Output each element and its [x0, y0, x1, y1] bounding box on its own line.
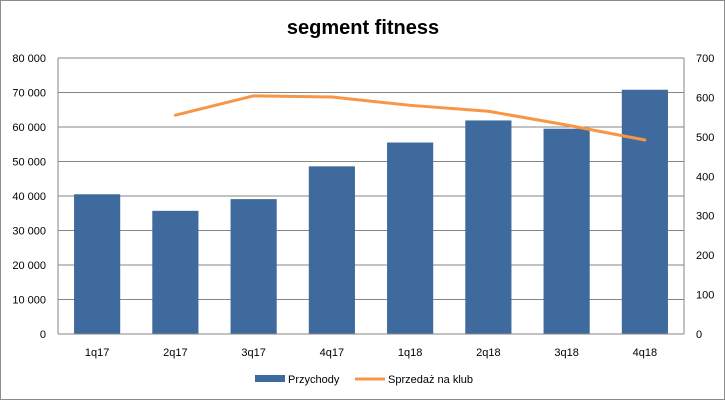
x-tick-label: 3q17: [241, 347, 265, 359]
y-right-tick-label: 400: [696, 171, 714, 183]
y-right-tick-label: 600: [696, 92, 714, 104]
y-left-tick-label: 60 000: [12, 122, 46, 134]
bar-1q17: [74, 194, 120, 334]
y-right-tick-label: 0: [696, 329, 702, 341]
bar-2q17: [152, 211, 198, 334]
y-left-tick-label: 10 000: [12, 295, 46, 307]
bar-3q17: [231, 199, 277, 334]
legend: Przychody Sprzedaż na klub: [255, 374, 473, 386]
y-right-tick-label: 500: [696, 132, 714, 144]
y-right-tick-label: 700: [696, 53, 714, 65]
x-tick-label: 2q17: [163, 347, 187, 359]
bar-4q17: [309, 166, 355, 334]
bar-1q18: [387, 143, 433, 334]
y-left-tick-label: 80 000: [12, 53, 46, 65]
y-left-tick-label: 50 000: [12, 157, 46, 169]
x-tick-label: 1q18: [398, 347, 422, 359]
legend-swatch-przychody: [255, 375, 285, 382]
y-right-tick-label: 200: [696, 250, 714, 262]
y-left-tick-label: 20 000: [12, 260, 46, 272]
gridlines: [58, 58, 684, 300]
y-left-tick-label: 70 000: [12, 88, 46, 100]
x-tick-label: 4q18: [633, 347, 657, 359]
y-left-tick-label: 30 000: [12, 226, 46, 238]
legend-label-przychody: Przychody: [288, 374, 340, 386]
chart-title: segment fitness: [287, 17, 439, 39]
y-left-tick-label: 0: [40, 329, 46, 341]
y-right-tick-label: 300: [696, 211, 714, 223]
x-tick-label: 1q17: [85, 347, 109, 359]
x-tick-label: 3q18: [554, 347, 578, 359]
bar-4q18: [622, 90, 668, 334]
y-left-tick-label: 40 000: [12, 191, 46, 203]
x-tick-label: 2q18: [476, 347, 500, 359]
bar-2q18: [465, 120, 511, 334]
legend-label-sprzedaz-na-klub: Sprzedaż na klub: [388, 374, 473, 386]
bar-3q18: [544, 129, 590, 334]
x-tick-label: 4q17: [320, 347, 344, 359]
y-right-tick-label: 100: [696, 290, 714, 302]
